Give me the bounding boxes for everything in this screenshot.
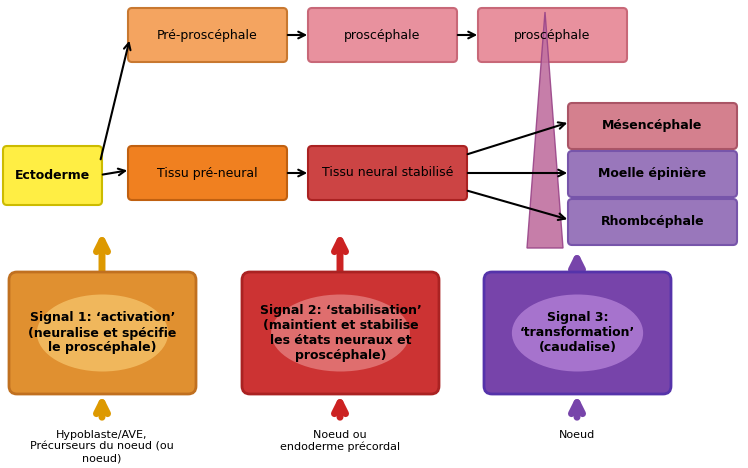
FancyBboxPatch shape	[9, 272, 196, 394]
FancyBboxPatch shape	[242, 272, 439, 394]
FancyBboxPatch shape	[128, 8, 287, 62]
Text: Hypoblaste/AVE,
Précurseurs du noeud (ou
noeud): Hypoblaste/AVE, Précurseurs du noeud (ou…	[30, 430, 174, 463]
Ellipse shape	[271, 294, 410, 372]
Text: proscéphale: proscéphale	[515, 29, 591, 42]
Text: Pré-proscéphale: Pré-proscéphale	[157, 29, 258, 42]
Text: Ectoderme: Ectoderme	[15, 169, 90, 182]
Text: Tissu pré-neural: Tissu pré-neural	[157, 167, 258, 180]
Text: Signal 2: ‘stabilisation’
(maintient et stabilise
les états neuraux et
proscépha: Signal 2: ‘stabilisation’ (maintient et …	[260, 304, 421, 362]
FancyBboxPatch shape	[478, 8, 627, 62]
Text: proscéphale: proscéphale	[344, 29, 420, 42]
FancyBboxPatch shape	[3, 146, 102, 205]
FancyBboxPatch shape	[568, 103, 737, 149]
Text: Noeud: Noeud	[559, 430, 595, 440]
FancyBboxPatch shape	[568, 151, 737, 197]
Text: Signal 3:
‘transformation’
(caudalise): Signal 3: ‘transformation’ (caudalise)	[520, 312, 635, 354]
FancyBboxPatch shape	[484, 272, 671, 394]
Ellipse shape	[37, 294, 168, 372]
Text: Moelle épinière: Moelle épinière	[598, 168, 707, 181]
FancyBboxPatch shape	[308, 146, 467, 200]
Polygon shape	[527, 12, 563, 248]
Text: Tissu neural stabilisé: Tissu neural stabilisé	[322, 167, 453, 180]
FancyBboxPatch shape	[568, 199, 737, 245]
FancyBboxPatch shape	[128, 146, 287, 200]
Text: Noeud ou
endoderme précordal: Noeud ou endoderme précordal	[280, 430, 400, 452]
Text: Mésencéphale: Mésencéphale	[602, 119, 702, 132]
Text: Signal 1: ‘activation’
(neuralise et spécifie
le proscéphale): Signal 1: ‘activation’ (neuralise et spé…	[28, 312, 177, 354]
Ellipse shape	[512, 294, 643, 372]
FancyBboxPatch shape	[308, 8, 457, 62]
Text: Rhombcéphale: Rhombcéphale	[601, 215, 705, 228]
